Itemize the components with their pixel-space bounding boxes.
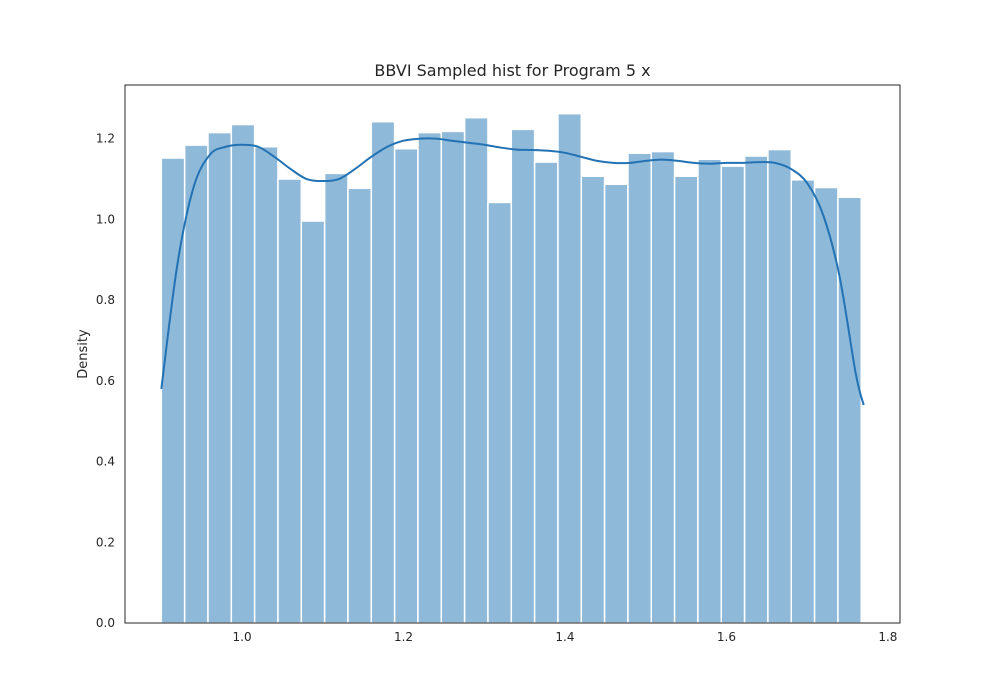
histogram-bar <box>277 178 303 624</box>
y-tick-label: 0.6 <box>96 374 115 388</box>
y-tick-label: 0.2 <box>96 535 115 549</box>
histogram-bar <box>697 158 723 624</box>
x-tick-label: 1.2 <box>394 630 413 644</box>
histogram-bar <box>487 201 513 624</box>
histogram-bar <box>580 175 606 624</box>
histogram-bar <box>790 179 816 624</box>
x-tick-label: 1.4 <box>555 630 574 644</box>
chart-title: BBVI Sampled hist for Program 5 x <box>374 61 650 80</box>
histogram-bar <box>207 131 233 624</box>
histogram-bar <box>673 175 699 624</box>
y-tick-label: 1.0 <box>96 212 115 226</box>
histogram-bar <box>183 144 209 624</box>
y-tick-label: 0.0 <box>96 616 115 630</box>
histogram-bar <box>440 130 466 624</box>
histogram-bar <box>417 131 443 624</box>
y-tick-label: 0.8 <box>96 293 115 307</box>
histogram-bar <box>603 183 629 624</box>
histogram-bar <box>510 128 536 624</box>
histogram-bar <box>253 146 279 624</box>
y-tick-label: 0.4 <box>96 455 115 469</box>
x-tick-label: 1.0 <box>233 630 252 644</box>
histogram-bar <box>743 155 769 624</box>
kde-layer <box>160 137 865 406</box>
histogram-bar <box>230 123 256 624</box>
x-axis: 1.0 1.2 1.4 1.6 1.8 <box>233 630 898 644</box>
y-axis: 0.0 0.2 0.4 0.6 0.8 1.0 1.2 <box>96 132 115 630</box>
histogram-bar <box>533 161 559 624</box>
histogram-bar <box>347 187 373 624</box>
histogram-bar <box>837 196 862 624</box>
x-tick-label: 1.8 <box>878 630 897 644</box>
y-axis-label: Density <box>76 329 91 379</box>
histogram-bar <box>393 148 419 624</box>
histogram-bar <box>463 116 489 624</box>
histogram-bar <box>650 150 676 624</box>
histogram-bar <box>767 148 793 624</box>
histogram-bar <box>370 120 396 624</box>
histogram-bar <box>557 112 583 624</box>
y-tick-label: 1.2 <box>96 132 115 146</box>
histogram-bar <box>720 165 746 624</box>
histogram-bar <box>300 220 326 624</box>
kde-line <box>160 137 865 406</box>
histogram-bar <box>160 157 186 624</box>
histogram-bar <box>627 152 653 624</box>
plot-frame <box>124 84 901 624</box>
histogram-bar <box>323 172 349 624</box>
bars-layer <box>160 112 862 624</box>
x-tick-label: 1.6 <box>717 630 736 644</box>
